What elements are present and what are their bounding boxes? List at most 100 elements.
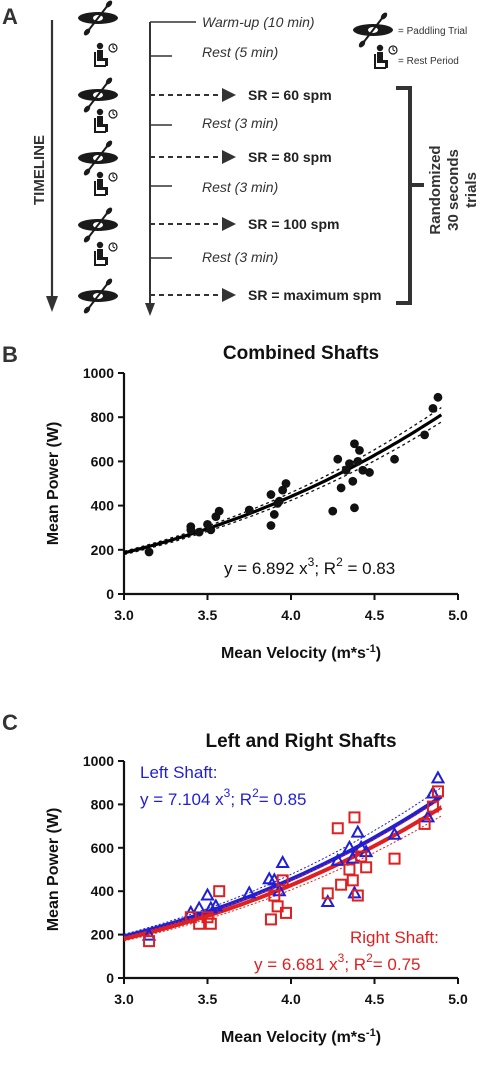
data-point <box>266 521 276 530</box>
data-point <box>350 503 359 513</box>
data-point-right <box>346 874 359 887</box>
x-tick-label: 3.5 <box>198 991 218 1007</box>
data-point-right <box>418 817 431 830</box>
data-point-left <box>420 809 436 823</box>
data-point-right <box>143 935 156 948</box>
data-point-right <box>201 911 214 924</box>
panel-a: A TIMELINE Warm-up (10 min) Rest (5 min)… <box>2 0 480 316</box>
data-point <box>358 465 368 475</box>
data-point <box>348 476 358 486</box>
step-rest-3: Rest (3 min) <box>202 115 278 131</box>
confidence-band-upper <box>123 798 442 938</box>
panel-letter-b: B <box>2 342 18 367</box>
x-tick-label: 4.5 <box>365 607 385 623</box>
data-point-right <box>335 878 348 891</box>
data-point <box>244 505 254 515</box>
data-point <box>365 468 374 477</box>
step-sr-100: SR = 100 spm <box>248 216 339 232</box>
data-point-right <box>184 911 197 924</box>
step-sr-80: SR = 80 spm <box>248 149 332 165</box>
y-tick-label: 800 <box>91 796 115 812</box>
data-point-right <box>213 885 226 898</box>
data-point <box>266 490 276 499</box>
data-point <box>433 392 443 402</box>
step-line-arrow-head <box>145 303 155 316</box>
data-point-left <box>347 885 362 899</box>
timeline-label: TIMELINE <box>31 135 48 205</box>
panel-b: B Combined Shafts 0 200 400 600 800 1000 3.0 3.5… <box>2 342 468 662</box>
legend-rest-period: = Rest Period <box>398 56 459 67</box>
step-rest-3: Rest (3 min) <box>202 249 278 265</box>
data-point-right <box>426 800 439 813</box>
data-point <box>214 506 224 516</box>
step-sr-60: SR = 60 spm <box>248 87 332 103</box>
confidence-band-upper <box>123 787 442 935</box>
data-point <box>428 403 438 413</box>
y-tick-label: 400 <box>91 883 115 899</box>
data-point <box>353 457 363 466</box>
bracket-label-line2: 30 seconds <box>445 149 462 231</box>
kayak-icon <box>77 75 119 115</box>
data-point-left <box>330 852 345 866</box>
data-point <box>333 454 343 464</box>
chart-title: Left and Right Shafts <box>205 731 396 752</box>
data-point-right <box>348 811 361 824</box>
data-point-right <box>276 874 289 887</box>
panel-letter-c: C <box>2 710 18 735</box>
x-tick-label: 4.5 <box>365 991 385 1007</box>
data-point-left <box>141 927 157 941</box>
y-tick-label: 0 <box>106 586 114 602</box>
data-point <box>328 506 338 516</box>
data-point <box>281 479 291 488</box>
step-rest-3: Rest (3 min) <box>202 179 278 195</box>
chart-title: Combined Shafts <box>223 343 379 364</box>
kayak-icon <box>77 205 119 245</box>
data-point <box>336 483 346 493</box>
x-tick-label: 5.0 <box>448 991 468 1007</box>
data-point <box>269 510 279 519</box>
data-point-left <box>200 887 215 901</box>
bracket-label-line1: Randomized <box>427 145 444 234</box>
fit-equation: y = 7.104 x3; R2= 0.85 <box>140 786 307 809</box>
x-tick-label: 5.0 <box>448 607 468 623</box>
y-tick-label: 200 <box>91 927 115 943</box>
kayak-icon <box>77 0 119 38</box>
bracket-label-line3: trials <box>463 172 480 208</box>
rest-period-icon <box>93 241 118 267</box>
data-point-right <box>279 906 292 919</box>
confidence-band-lower <box>123 421 442 556</box>
data-point-left <box>320 893 335 908</box>
data-point-left <box>208 898 224 912</box>
x-tick-label: 4.0 <box>281 991 301 1007</box>
fit-equation: y = 6.892 x3; R2 = 0.83 <box>224 555 395 578</box>
y-tick-label: 800 <box>91 409 115 425</box>
data-point <box>420 430 429 440</box>
x-axis-label: Mean Velocity (m*s-1) <box>221 1027 381 1046</box>
x-tick-label: 3.0 <box>114 991 134 1007</box>
y-tick-label: 400 <box>91 498 115 514</box>
fit-equation: y = 6.681 x3; R2= 0.75 <box>254 951 421 974</box>
y-tick-label: 600 <box>91 840 115 856</box>
x-tick-label: 4.0 <box>281 607 301 623</box>
data-point-right <box>431 785 444 798</box>
data-point <box>355 445 364 455</box>
data-point-right <box>343 863 356 876</box>
legend-kayak-icon <box>352 10 394 50</box>
data-point-right <box>271 900 284 913</box>
data-point-right <box>351 889 364 902</box>
series-name-right: Right Shaft: <box>350 928 439 947</box>
step-sr-max: SR = maximum spm <box>248 287 381 303</box>
trial-arrow-head <box>222 288 236 302</box>
legend-rest-icon <box>373 44 398 70</box>
rest-period-icon <box>93 108 118 134</box>
trial-arrow-head <box>222 88 236 102</box>
panel-c: C Left and Right Shafts 0 200 400 600 800 1000… <box>2 710 468 1046</box>
kayak-icon <box>77 138 119 178</box>
rest-period-icon <box>93 42 118 68</box>
data-point-right <box>264 913 277 926</box>
data-point-right <box>388 852 401 865</box>
data-point-left <box>242 885 257 899</box>
y-tick-label: 1000 <box>83 365 114 381</box>
x-axis-label: Mean Velocity (m*s-1) <box>221 643 381 662</box>
